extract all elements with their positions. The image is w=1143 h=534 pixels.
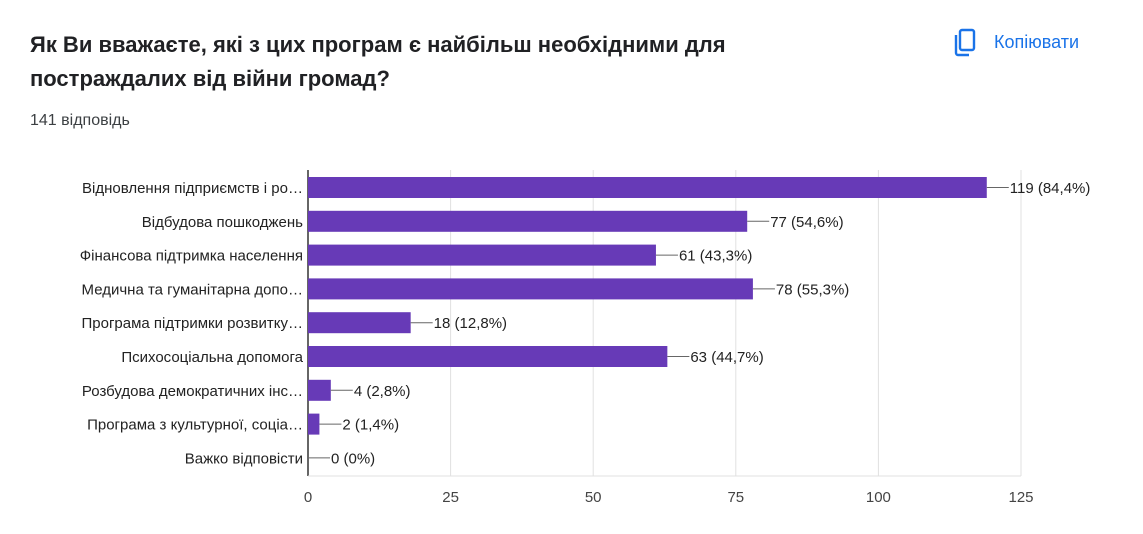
bar xyxy=(308,244,656,266)
category-label: Відновлення підприємств і ро… xyxy=(82,180,303,197)
data-label: 63 (44,7%) xyxy=(690,349,763,366)
category-label: Важко відповісти xyxy=(185,450,303,467)
data-label: 4 (2,8%) xyxy=(354,383,411,400)
bar xyxy=(308,413,320,435)
bar xyxy=(308,278,753,300)
x-tick-label: 50 xyxy=(585,489,602,506)
data-label: 119 (84,4%) xyxy=(1010,180,1091,197)
data-label: 77 (54,6%) xyxy=(770,214,843,231)
copy-icon xyxy=(954,28,976,57)
x-tick-label: 0 xyxy=(304,489,312,506)
response-count: 141 відповідь xyxy=(30,112,130,129)
bar xyxy=(308,379,331,401)
bar xyxy=(308,346,668,367)
bar xyxy=(308,177,987,198)
category-label: Програма підтримки розвитку… xyxy=(81,315,303,332)
bar xyxy=(308,210,748,232)
data-label: 18 (12,8%) xyxy=(434,315,507,332)
category-label: Програма з культурної, соціа… xyxy=(87,417,303,434)
question-title: Як Ви вважаєте, які з цих програм є найб… xyxy=(30,32,726,91)
category-label: Психосоціальна допомога xyxy=(121,349,303,366)
copy-button[interactable]: Копіювати xyxy=(952,24,1079,60)
data-label: 61 (43,3%) xyxy=(679,248,752,265)
x-tick-label: 75 xyxy=(727,489,744,506)
data-label: 78 (55,3%) xyxy=(776,281,849,298)
data-label: 2 (1,4%) xyxy=(342,417,399,434)
x-tick-label: 125 xyxy=(1008,489,1033,506)
copy-button-label: Копіювати xyxy=(994,31,1080,52)
data-label: 0 (0%) xyxy=(331,450,375,467)
category-label: Медична та гуманітарна допо… xyxy=(82,281,303,298)
x-tick-label: 25 xyxy=(442,489,459,506)
bar xyxy=(308,312,411,334)
category-label: Фінансова підтримка населення xyxy=(80,248,303,265)
x-tick-label: 100 xyxy=(866,489,891,506)
category-label: Розбудова демократичних інс… xyxy=(82,383,303,400)
category-label: Відбудова пошкоджень xyxy=(142,214,303,231)
